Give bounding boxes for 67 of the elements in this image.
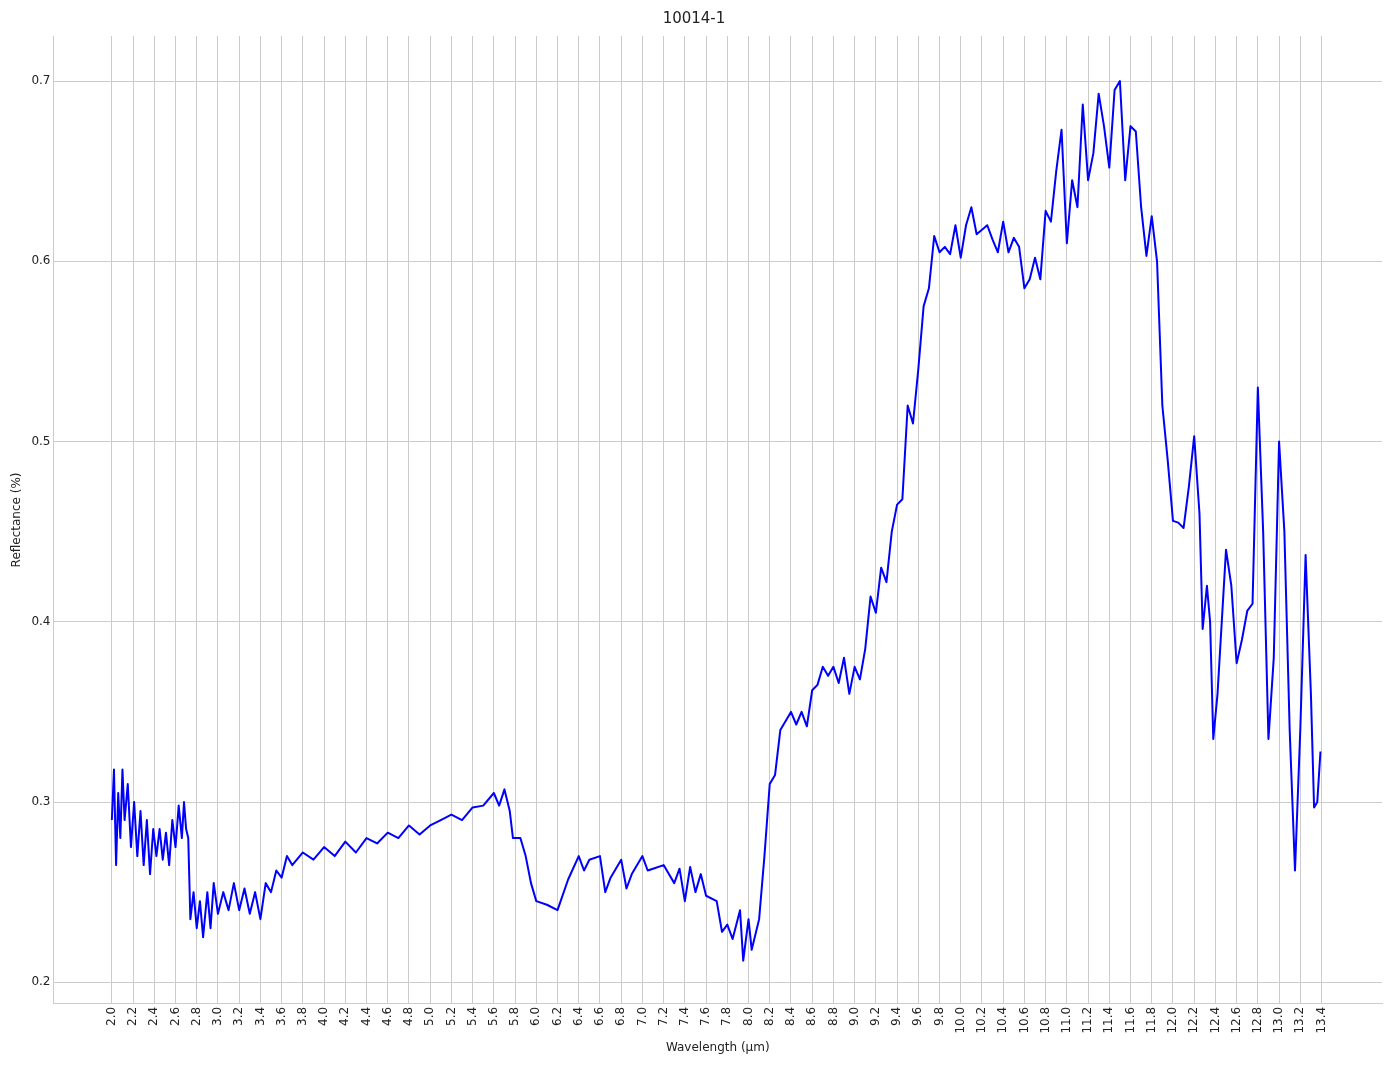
x-tick-label: 13.2 [1292,1006,1307,1034]
x-tick-label: 2.4 [146,1006,161,1026]
x-tick-label: 4.0 [316,1006,331,1026]
x-tick-label: 8.0 [740,1006,755,1026]
x-tick-label: 3.8 [294,1006,309,1026]
x-tick-label: 12.0 [1165,1006,1180,1034]
x-tick-label: 11.0 [1058,1006,1073,1034]
x-tick-label: 3.0 [210,1006,225,1026]
x-tick-label: 4.4 [358,1006,373,1026]
x-tick-label: 5.6 [485,1006,500,1026]
x-tick-label: 7.2 [655,1006,670,1026]
x-tick-label: 8.4 [783,1006,798,1026]
x-tick-label: 11.6 [1122,1006,1137,1034]
x-tick-label: 4.2 [337,1006,352,1026]
x-tick-label: 3.2 [231,1006,246,1026]
x-tick-label: 7.8 [719,1006,734,1026]
x-tick-label: 6.6 [592,1006,607,1026]
x-tick-label: 10.8 [1037,1006,1052,1034]
y-tick-label: 0.5 [31,433,51,448]
x-tick-label: 6.4 [570,1006,585,1026]
x-tick-label: 3.6 [273,1006,288,1026]
x-tick-label: 7.0 [634,1006,649,1026]
x-tick-label: 12.8 [1249,1006,1264,1034]
x-tick-label: 2.0 [103,1006,118,1026]
x-tick-label: 12.2 [1186,1006,1201,1034]
x-tick-label: 10.2 [974,1006,989,1034]
x-tick-label: 9.0 [846,1006,861,1026]
x-tick-label: 11.2 [1080,1006,1095,1034]
x-tick-label: 3.4 [252,1006,267,1026]
x-tick-label: 9.4 [889,1006,904,1026]
x-tick-label: 2.6 [167,1006,182,1026]
y-tick-label: 0.4 [31,613,51,628]
x-tick-label: 13.0 [1271,1006,1286,1034]
x-tick-label: 7.4 [676,1006,691,1026]
x-tick-label: 7.6 [698,1006,713,1026]
x-axis-title: Wavelength (µm) [665,1039,770,1054]
x-tick-label: 4.6 [379,1006,394,1026]
x-tick-label: 10.4 [995,1006,1010,1034]
x-tick-label: 9.8 [931,1006,946,1026]
x-tick-label: 8.8 [825,1006,840,1026]
y-tick-label: 0.2 [31,974,51,989]
x-tick-label: 9.6 [910,1006,925,1026]
x-tick-label: 4.8 [401,1006,416,1026]
x-tick-label: 6.0 [528,1006,543,1026]
x-tick-label: 10.0 [952,1006,967,1034]
x-tick-label: 2.2 [125,1006,140,1026]
x-tick-label: 10.6 [1016,1006,1031,1034]
y-axis-title: Reflectance (%) [9,472,24,568]
x-tick-label: 11.8 [1143,1006,1158,1034]
x-tick-label: 2.8 [188,1006,203,1026]
x-tick-label: 11.4 [1101,1006,1116,1034]
x-tick-label: 8.6 [804,1006,819,1026]
y-tick-label: 0.7 [31,73,51,88]
x-tick-label: 9.2 [867,1006,882,1026]
x-tick-label: 12.6 [1228,1006,1243,1034]
x-tick-label: 8.2 [761,1006,776,1026]
x-tick-label: 5.2 [443,1006,458,1026]
x-tick-label: 6.2 [549,1006,564,1026]
x-tick-label: 12.4 [1207,1006,1222,1034]
x-tick-label: 5.0 [422,1006,437,1026]
x-tick-label: 13.4 [1313,1006,1328,1034]
y-tick-label: 0.3 [31,794,51,809]
x-tick-label: 6.8 [613,1006,628,1026]
y-tick-label: 0.6 [31,253,51,268]
chart-title: 10014-1 [662,8,726,27]
x-tick-label: 5.4 [464,1006,479,1026]
x-tick-label: 5.8 [507,1006,522,1026]
